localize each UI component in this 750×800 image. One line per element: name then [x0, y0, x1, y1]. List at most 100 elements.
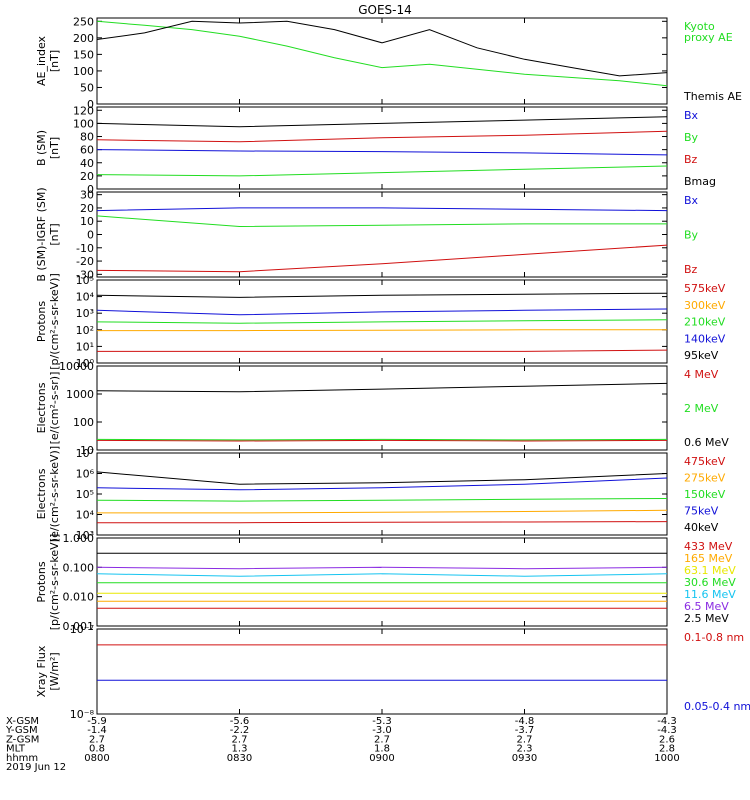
y-tick-label: 10³ — [76, 529, 94, 542]
y-tick-label: 1000 — [66, 388, 94, 401]
legend-label: Bmag — [684, 175, 716, 188]
y-tick-label: 10⁻⁸ — [70, 708, 95, 721]
series-line-5 — [96, 566, 668, 570]
y-tick-label: 10⁴ — [76, 509, 95, 522]
legend-label: 4 MeV — [684, 368, 719, 381]
legend-label: 0.1-0.8 nm — [684, 631, 744, 644]
legend-label: proxy AE — [684, 31, 733, 44]
y-tick-label: 1.000 — [63, 532, 95, 545]
y-axis-label: B (SM)-IGRF (SM) — [35, 187, 48, 281]
panel-frame — [96, 106, 668, 190]
y-axis-label: Electrons — [35, 382, 48, 433]
y-tick-label: 20 — [80, 170, 94, 183]
legend-label: 63.1 MeV — [684, 564, 736, 577]
y-axis-label: AE_index — [35, 35, 48, 86]
y-tick-label: 0.001 — [63, 620, 95, 633]
footer-row-label: hhmm — [6, 753, 38, 764]
panel-4: 10 100 1000 10000 Electrons [e/(cm²-s-sr)] 4 M… — [35, 360, 729, 457]
series-line-0 — [96, 439, 668, 442]
plot-title: GOES-14 — [358, 3, 412, 17]
legend-label: 2.5 MeV — [684, 612, 729, 625]
legend-label: 11.6 MeV — [684, 588, 736, 601]
y-axis-label: Xray Flux — [35, 645, 48, 697]
y-tick-label: 0 — [87, 183, 94, 196]
series-line-1 — [96, 215, 667, 228]
footer-value: -5.3 — [372, 716, 392, 727]
legend-label: 165 MeV — [684, 552, 733, 565]
panel-frame — [96, 17, 668, 105]
footer-value: -1.4 — [87, 725, 107, 736]
legend-label: Themis AE — [683, 90, 742, 103]
panel-7: 10⁻⁸ 10⁻⁷ Xray Flux [W/m²] 0.1-0.8 nm 0.05-0.… — [35, 623, 750, 721]
series-line-4 — [96, 471, 668, 485]
y-tick-label: 100 — [73, 65, 94, 78]
y-tick-label: 0 — [87, 229, 94, 242]
legend-label: 575keV — [684, 282, 726, 295]
y-tick-label: 100 — [73, 416, 94, 429]
legend-label: Bx — [684, 194, 699, 207]
y-tick-label: 10¹ — [76, 340, 94, 353]
y-tick-label: 30 — [80, 189, 94, 202]
y-tick-label: 200 — [73, 32, 94, 45]
footer-value: 1.3 — [232, 744, 248, 755]
footer-value: 0.8 — [89, 744, 105, 755]
series-line-2 — [96, 319, 668, 324]
panel-frame — [96, 191, 668, 278]
legend-label: 0.05-0.4 nm — [684, 700, 750, 713]
y-tick-label: 40 — [80, 157, 94, 170]
legend-label: By — [684, 229, 699, 242]
series-line-0 — [97, 521, 668, 524]
y-tick-label: 120 — [73, 104, 94, 117]
footer-value: -3.0 — [372, 725, 392, 736]
footer-value: 0930 — [512, 753, 537, 764]
y-tick-label: 10⁰ — [76, 357, 95, 370]
y-tick-label: 10⁴ — [76, 291, 95, 304]
y-tick-label: 10⁶ — [76, 468, 95, 481]
footer-value: -4.3 — [657, 725, 677, 736]
footer-value: 2.7 — [374, 734, 390, 745]
footer-row-label: MLT — [6, 744, 26, 755]
legend-label: 140keV — [684, 332, 726, 345]
panel-6: 0.001 0.010 0.100 1.000 Protons [p/(cm²-s-sr-… — [35, 532, 736, 633]
footer-value: -2.2 — [230, 725, 250, 736]
series-line-0 — [96, 149, 668, 156]
y-tick-label: 0.010 — [63, 591, 95, 604]
series-line-2 — [96, 498, 668, 502]
y-tick-label: 10³ — [76, 307, 94, 320]
y-tick-label: 10 — [80, 215, 94, 228]
legend-label: 150keV — [684, 488, 726, 501]
legend-label: By — [684, 131, 699, 144]
series-line-3 — [96, 308, 668, 316]
footer-value: 2.3 — [517, 744, 533, 755]
y-tick-label: 20 — [80, 202, 94, 215]
footer-value: 1000 — [654, 753, 679, 764]
y-tick-label: -30 — [76, 268, 94, 281]
footer-value: -3.7 — [515, 725, 535, 736]
legend-label: Bz — [684, 153, 698, 166]
y-tick-label: 100 — [73, 117, 94, 130]
legend-label: 475keV — [684, 455, 726, 468]
y-tick-label: 10⁻⁷ — [70, 623, 94, 636]
y-tick-label: 0.100 — [63, 561, 95, 574]
y-tick-label: 150 — [73, 48, 94, 61]
legend-label: Bz — [684, 263, 698, 276]
legend-label: 30.6 MeV — [684, 576, 736, 589]
series-line-2 — [96, 244, 668, 273]
legend-label: Bx — [684, 109, 699, 122]
y-axis-label: B (SM) — [35, 130, 48, 166]
legend-label: 2 MeV — [684, 402, 719, 415]
series-line-4 — [96, 292, 668, 298]
footer-value: 2.7 — [517, 734, 533, 745]
footer-value: 2.6 — [659, 734, 675, 745]
series-line-3 — [96, 116, 668, 128]
footer-value: 2.7 — [232, 734, 248, 745]
panel-frame — [96, 537, 668, 627]
panel-3: 10⁰ 10¹ 10² 10³ 10⁴ 10⁵ Protons [p/(cm²-s-sr-ke… — [35, 273, 726, 370]
series-line-2 — [96, 130, 668, 143]
series-line-1 — [96, 165, 668, 177]
y-axis-label: [nT] — [48, 137, 61, 159]
y-tick-label: 250 — [73, 15, 94, 28]
